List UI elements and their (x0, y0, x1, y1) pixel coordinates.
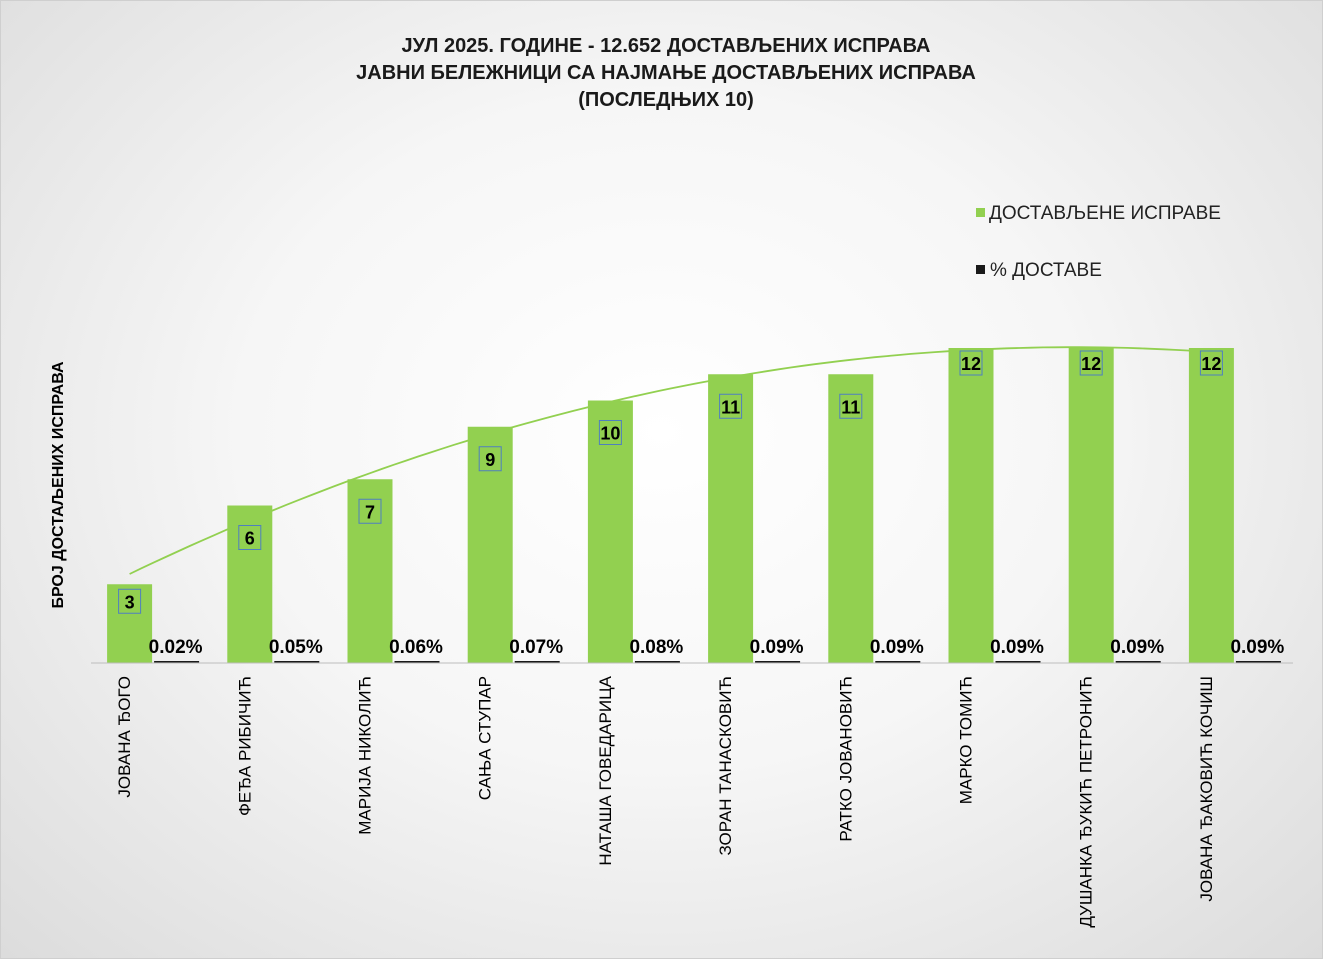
value-data-label: 7 (365, 502, 375, 522)
percent-bar (1115, 661, 1161, 663)
value-data-label: 6 (245, 529, 255, 549)
percent-bar (274, 661, 320, 663)
legend-label-percent: % ДОСТАВЕ (990, 260, 1102, 281)
value-data-label: 12 (1081, 354, 1101, 374)
bars-layer (107, 348, 1281, 663)
trendline (129, 346, 1212, 575)
category-label: ЈОВАНА ЂОГО (115, 676, 134, 798)
chart-title-line-1: ЈУЛ 2025. ГОДИНЕ - 12.652 ДОСТАВЉЕНИХ ИС… (402, 35, 931, 57)
value-label-box (1199, 350, 1223, 376)
percent-data-label: 0.06% (389, 637, 443, 658)
percent-data-label: 0.08% (629, 637, 683, 658)
value-label-box (598, 420, 622, 445)
category-label: ДУШАНКА ЂУКИЋ ПЕТРОНИЋ (1077, 676, 1096, 928)
bar (1068, 348, 1114, 663)
category-labels: ЈОВАНА ЂОГО ФЕЂА РИБИЧИЋ МАРИЈА НИКОЛИЋ САЊ… (115, 675, 1216, 927)
category-label: САЊА СТУПАР (476, 676, 495, 800)
value-label-box (719, 393, 743, 419)
percent-data-label: 0.09% (870, 637, 924, 658)
percent-data-label: 0.02% (149, 637, 203, 658)
percent-bar (634, 661, 680, 663)
category-label: ФЕЂА РИБИЧИЋ (235, 676, 254, 816)
legend: ДОСТАВЉЕНЕ ИСПРАВЕ % ДОСТАВЕ (976, 203, 1221, 281)
percent-bar (514, 661, 560, 663)
legend-swatch-delivered (976, 208, 985, 217)
legend-swatch-percent (976, 265, 985, 274)
category-label: МАРКО ТОМИЋ (957, 676, 976, 804)
legend-label-delivered: ДОСТАВЉЕНЕ ИСПРАВЕ (989, 203, 1221, 224)
percent-data-label: 0.09% (990, 637, 1044, 658)
percent-data-label: 0.09% (750, 637, 804, 658)
percent-data-label: 0.09% (1110, 637, 1164, 658)
value-data-label: 11 (721, 397, 740, 417)
value-data-label: 10 (600, 424, 620, 444)
bar (1188, 348, 1234, 663)
percent-data-label: 0.05% (269, 637, 323, 658)
labels-layer: 0.02% 3 0.05% 6 0.06% 7 0.07% 9 0.08% 10 0.09% 11 0.… (118, 350, 1284, 658)
value-label-box (478, 446, 502, 472)
chart-title-line-2: ЈАВНИ БЕЛЕЖНИЦИ СА НАЈМАЊЕ ДОСТАВЉЕНИХ И… (356, 62, 976, 84)
value-label-box (959, 350, 983, 376)
percent-bar (1235, 661, 1281, 663)
value-data-label: 12 (961, 354, 981, 374)
chart-title-line-3: (ПОСЛЕДЊИХ 10) (578, 89, 754, 111)
category-label: ЗОРАН ТАНАСКОВИЋ (716, 676, 735, 856)
percent-bar (755, 661, 801, 663)
bar (708, 374, 754, 663)
percent-bar (995, 661, 1041, 663)
percent-bar (394, 661, 440, 663)
value-label-box (1079, 350, 1103, 376)
percent-bar (875, 661, 921, 663)
value-data-label: 11 (841, 397, 860, 417)
value-data-label: 9 (485, 450, 495, 470)
value-label-box (358, 498, 382, 524)
value-label-box (839, 393, 863, 419)
percent-bar (154, 661, 200, 663)
bar (948, 348, 994, 663)
value-data-label: 12 (1201, 354, 1221, 374)
category-label: НАТАША ГОВЕДАРИЦА (596, 675, 615, 865)
percent-data-label: 0.09% (1230, 637, 1284, 658)
category-label: МАРИЈА НИКОЛИЋ (356, 676, 375, 835)
category-label: ЈОВАНА ЂАКОВИЋ КОЧИШ (1197, 676, 1216, 902)
percent-data-label: 0.07% (509, 637, 563, 658)
value-label-box (118, 588, 142, 614)
y-axis-label: БРОЈ ДОСТАЉЕНИХ ИСПРАВА (50, 361, 67, 609)
bar (828, 374, 874, 663)
category-label: РАТКО ЈОВАНОВИЋ (836, 676, 855, 842)
trendline-layer (129, 346, 1212, 575)
value-label-box (238, 525, 262, 550)
value-data-label: 3 (125, 592, 135, 612)
